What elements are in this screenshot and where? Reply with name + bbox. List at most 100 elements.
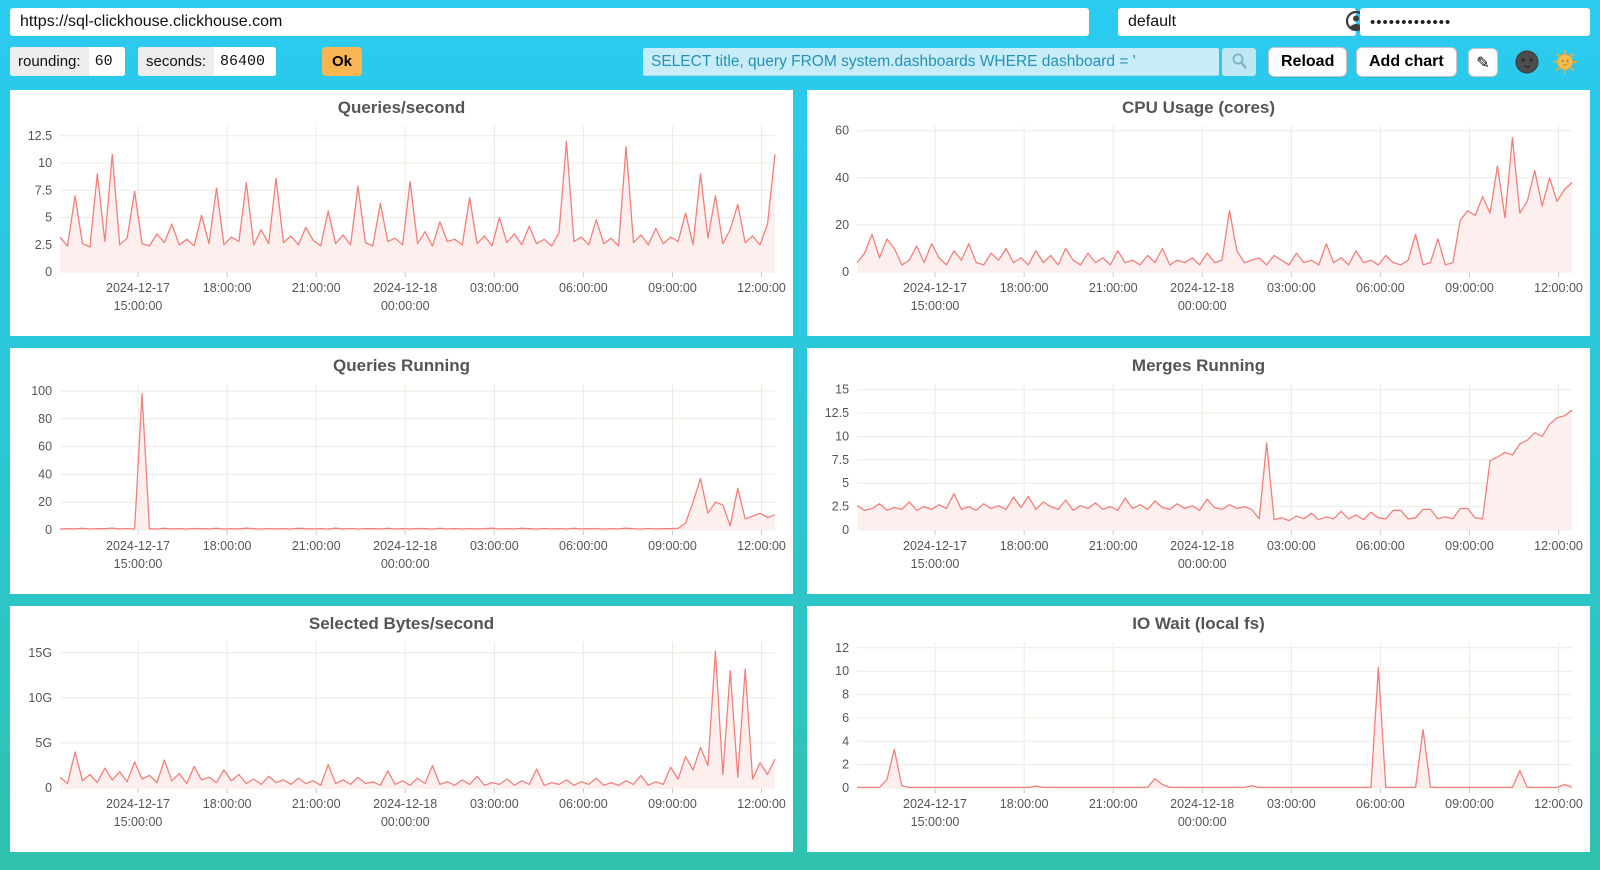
chart-card-merges-running: Merges Running 0 2.5 5 7.5 10 12.5 15 2024-12-1… [807, 348, 1590, 594]
chart-title: Merges Running [1131, 356, 1266, 375]
svg-text:15:00:00: 15:00:00 [114, 815, 163, 829]
svg-text:2.5: 2.5 [832, 500, 849, 514]
svg-text:2024-12-18: 2024-12-18 [1170, 539, 1234, 553]
svg-text:7.5: 7.5 [832, 453, 849, 467]
svg-text:2024-12-17: 2024-12-17 [903, 797, 967, 811]
svg-text:03:00:00: 03:00:00 [470, 281, 519, 295]
chart-plot-selected-bytes[interactable]: 0 5G 10G 15G 2024-12-17 15:00:00 18:00:00 21:00… [10, 636, 793, 852]
svg-text:03:00:00: 03:00:00 [470, 797, 519, 811]
svg-text:5: 5 [45, 211, 52, 225]
svg-text:2024-12-17: 2024-12-17 [106, 281, 170, 295]
server-url-input[interactable] [10, 8, 1089, 36]
chart-title: Queries/second [337, 98, 466, 117]
svg-text:00:00:00: 00:00:00 [1178, 815, 1227, 829]
svg-text:00:00:00: 00:00:00 [1178, 557, 1227, 571]
light-theme-button[interactable] [1552, 49, 1578, 75]
pencil-icon: ✎ [1476, 54, 1490, 72]
svg-text:06:00:00: 06:00:00 [1356, 797, 1405, 811]
chart-plot-queries-per-second[interactable]: 0 2.5 5 7.5 10 12.5 2024-12-17 15:00:00 18:00:00… [10, 120, 793, 336]
svg-text:09:00:00: 09:00:00 [1445, 539, 1494, 553]
svg-text:03:00:00: 03:00:00 [1267, 797, 1316, 811]
chart-title: Selected Bytes/second [308, 614, 495, 633]
svg-text:18:00:00: 18:00:00 [203, 797, 252, 811]
svg-text:2.5: 2.5 [35, 238, 52, 252]
chart-plot-io-wait[interactable]: 0 2 4 6 8 10 12 2024-12-17 15:00:00 18:00:00 21:00… [807, 636, 1590, 852]
svg-text:12:00:00: 12:00:00 [1534, 797, 1583, 811]
svg-text:80: 80 [38, 412, 52, 426]
svg-text:0: 0 [842, 523, 849, 537]
svg-text:21:00:00: 21:00:00 [1089, 539, 1138, 553]
svg-text:4: 4 [842, 734, 849, 748]
rounding-field: rounding: [10, 47, 125, 76]
svg-text:18:00:00: 18:00:00 [203, 539, 252, 553]
svg-text:09:00:00: 09:00:00 [648, 281, 697, 295]
svg-text:12: 12 [835, 641, 849, 655]
svg-text:0: 0 [45, 523, 52, 537]
dashboard-query-input[interactable] [643, 48, 1219, 76]
seconds-input[interactable] [214, 47, 277, 76]
svg-text:15G: 15G [28, 646, 52, 660]
svg-text:10G: 10G [28, 691, 52, 705]
chart-card-queries-per-second: Queries/second 0 2.5 5 7.5 10 12.5 2024-12-17 1… [10, 90, 793, 336]
svg-text:12:00:00: 12:00:00 [737, 281, 786, 295]
svg-text:12:00:00: 12:00:00 [1534, 539, 1583, 553]
svg-text:15:00:00: 15:00:00 [114, 557, 163, 571]
chart-plot-queries-running[interactable]: 0 20 40 60 80 100 2024-12-17 15:00:00 18:00:00 21… [10, 378, 793, 594]
svg-text:06:00:00: 06:00:00 [559, 797, 608, 811]
svg-text:2024-12-17: 2024-12-17 [106, 539, 170, 553]
svg-text:2024-12-18: 2024-12-18 [373, 281, 437, 295]
svg-text:03:00:00: 03:00:00 [1267, 281, 1316, 295]
dark-theme-button[interactable] [1514, 49, 1540, 75]
chart-title: IO Wait (local fs) [1132, 614, 1265, 633]
chart-card-cpu-usage: CPU Usage (cores) 0 20 40 60 2024-12-17 15:00… [807, 90, 1590, 336]
svg-text:2024-12-17: 2024-12-17 [903, 281, 967, 295]
svg-text:06:00:00: 06:00:00 [559, 539, 608, 553]
svg-text:12.5: 12.5 [28, 129, 52, 143]
svg-text:06:00:00: 06:00:00 [559, 281, 608, 295]
svg-text:00:00:00: 00:00:00 [381, 299, 430, 313]
svg-text:15:00:00: 15:00:00 [911, 299, 960, 313]
chart-plot-cpu-usage[interactable]: 0 20 40 60 2024-12-17 15:00:00 18:00:00 21:00:0… [807, 120, 1590, 336]
svg-text:12.5: 12.5 [825, 406, 849, 420]
seconds-label: seconds: [138, 47, 215, 76]
svg-text:00:00:00: 00:00:00 [1178, 299, 1227, 313]
svg-text:6: 6 [842, 711, 849, 725]
svg-text:2024-12-18: 2024-12-18 [373, 539, 437, 553]
svg-text:60: 60 [835, 124, 849, 138]
rounding-input[interactable] [88, 47, 125, 76]
chart-title: CPU Usage (cores) [1121, 98, 1276, 117]
chart-plot-merges-running[interactable]: 0 2.5 5 7.5 10 12.5 15 2024-12-17 15:00:00 18:00:… [807, 378, 1590, 594]
chart-card-io-wait: IO Wait (local fs) 0 2 4 6 8 10 12 2024-12-17 15… [807, 606, 1590, 852]
svg-text:2024-12-18: 2024-12-18 [1170, 281, 1234, 295]
svg-text:06:00:00: 06:00:00 [1356, 539, 1405, 553]
moon-face-icon [1514, 50, 1540, 78]
svg-text:06:00:00: 06:00:00 [1356, 281, 1405, 295]
username-input[interactable] [1118, 13, 1345, 31]
chart-title: Queries Running [333, 356, 470, 375]
svg-text:0: 0 [45, 265, 52, 279]
svg-text:2024-12-18: 2024-12-18 [1170, 797, 1234, 811]
add-chart-button[interactable]: Add chart [1356, 47, 1457, 77]
svg-text:12:00:00: 12:00:00 [737, 797, 786, 811]
search-button[interactable] [1222, 48, 1256, 76]
svg-text:2024-12-17: 2024-12-17 [903, 539, 967, 553]
ok-button[interactable]: Ok [322, 47, 363, 76]
rounding-label: rounding: [10, 47, 89, 76]
chart-card-selected-bytes: Selected Bytes/second 0 5G 10G 15G 2024-12-1… [10, 606, 793, 852]
svg-text:2: 2 [842, 758, 849, 772]
svg-text:40: 40 [835, 171, 849, 185]
svg-text:100: 100 [31, 384, 52, 398]
svg-text:20: 20 [38, 495, 52, 509]
magnifier-icon [1230, 52, 1248, 73]
svg-text:21:00:00: 21:00:00 [292, 539, 341, 553]
svg-text:18:00:00: 18:00:00 [1000, 797, 1049, 811]
svg-text:12:00:00: 12:00:00 [737, 539, 786, 553]
svg-text:18:00:00: 18:00:00 [203, 281, 252, 295]
svg-text:18:00:00: 18:00:00 [1000, 281, 1049, 295]
username-field-wrap [1118, 8, 1367, 36]
seconds-field: seconds: [138, 47, 277, 76]
svg-text:00:00:00: 00:00:00 [381, 557, 430, 571]
reload-button[interactable]: Reload [1268, 47, 1348, 77]
password-input[interactable] [1360, 8, 1590, 36]
edit-queries-button[interactable]: ✎ [1468, 48, 1498, 77]
